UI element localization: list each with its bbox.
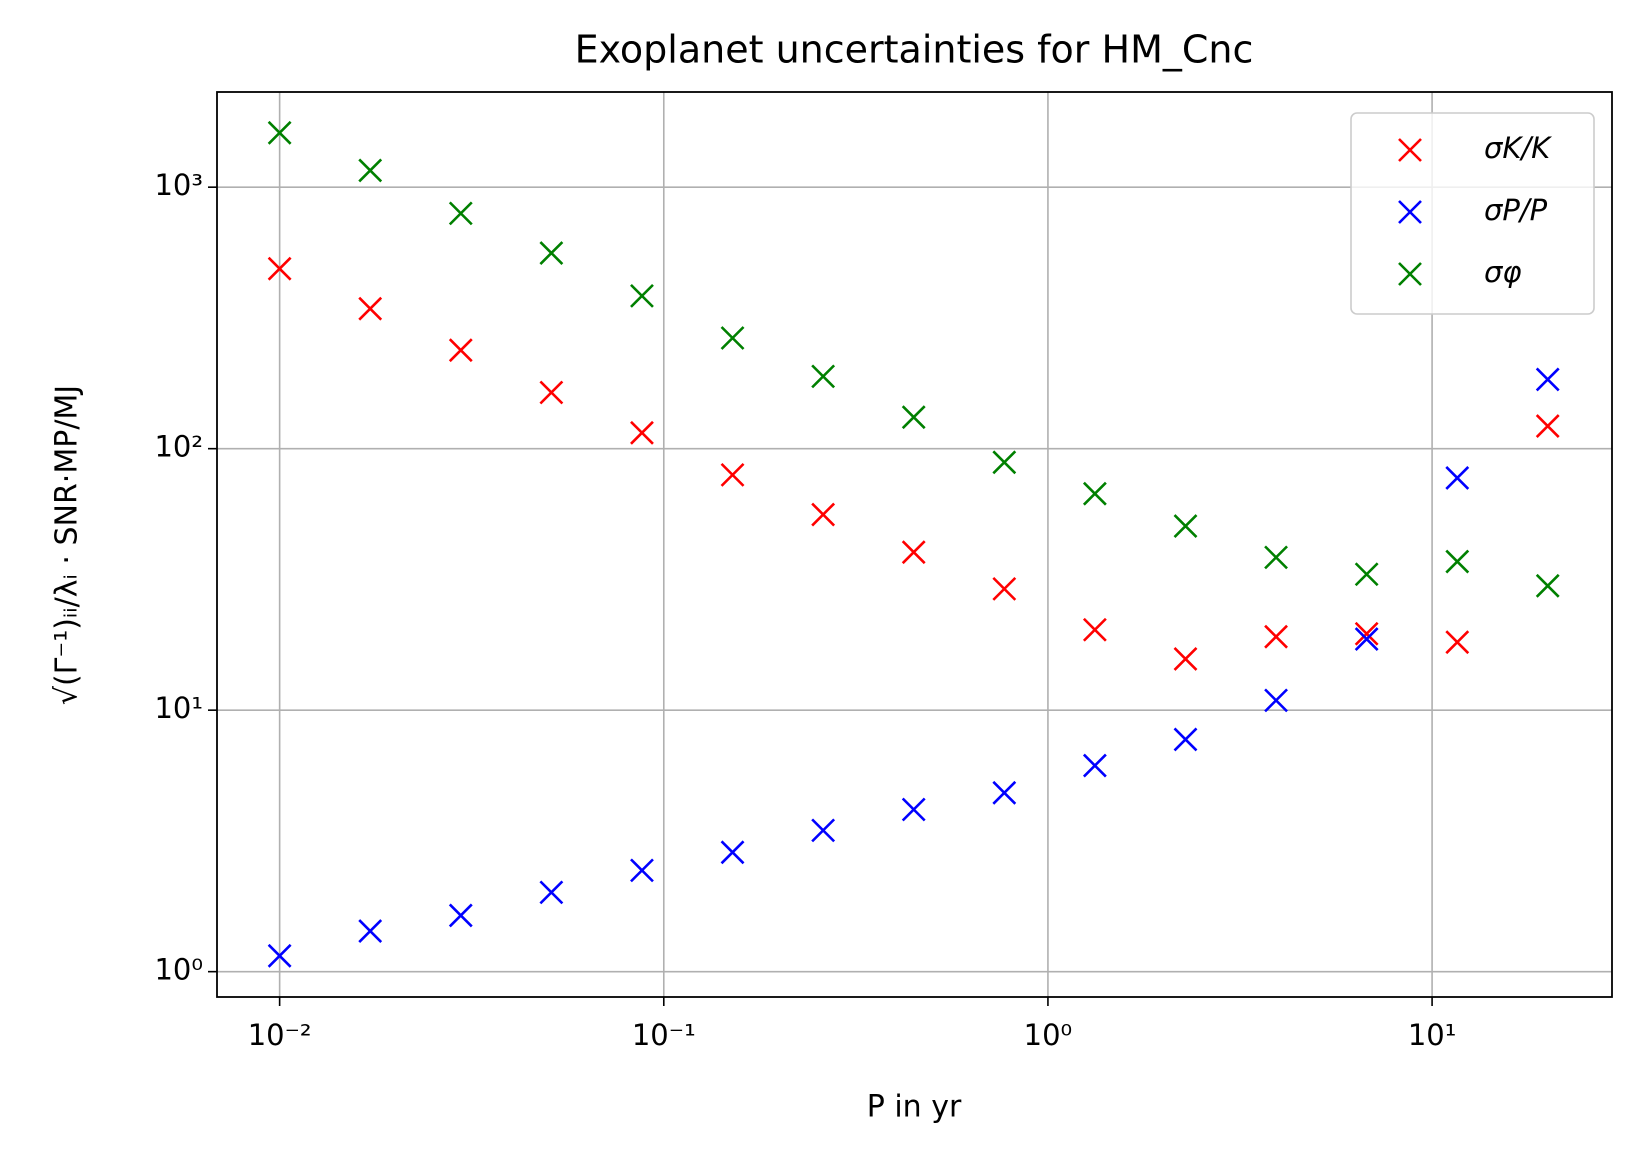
marker	[630, 283, 654, 308]
marker	[901, 797, 926, 822]
marker	[811, 502, 836, 527]
marker	[539, 241, 564, 265]
y-tick-label: 10²	[154, 430, 203, 464]
y-tick-label: 10⁰	[154, 953, 203, 987]
marker	[267, 256, 292, 281]
chart-title: Exoplanet uncertainties for HM_Cnc	[575, 28, 1254, 72]
marker	[1535, 367, 1560, 392]
marker	[1354, 562, 1379, 587]
y-axis-label: √(Γ⁻¹)ᵢᵢ/λᵢ · SNR·MP/MJ	[50, 385, 85, 705]
legend-marker	[1398, 138, 1422, 162]
y-tick-label: 10¹	[154, 691, 203, 725]
marker	[1445, 630, 1470, 655]
marker	[1082, 753, 1107, 778]
marker	[1535, 414, 1560, 439]
legend-label: σP/P	[1484, 193, 1548, 227]
marker	[1445, 549, 1470, 574]
marker	[720, 462, 745, 487]
legend-label: σφ	[1484, 255, 1522, 289]
marker	[1173, 727, 1198, 752]
legend-box	[1350, 112, 1595, 315]
marker	[1535, 573, 1560, 598]
marker	[811, 364, 836, 389]
legend-marker	[1398, 262, 1422, 286]
y-tick-label: 10³	[154, 168, 203, 202]
x-tick-label: 10⁻¹	[632, 1018, 696, 1052]
x-tick-label: 10⁰	[1024, 1018, 1073, 1052]
marker	[720, 326, 745, 350]
marker	[1264, 688, 1288, 713]
marker	[1082, 617, 1107, 642]
marker	[448, 338, 473, 363]
marker	[539, 380, 564, 405]
marker	[539, 880, 564, 905]
marker	[448, 201, 473, 226]
marker	[1354, 621, 1379, 646]
marker	[1173, 514, 1198, 538]
marker	[1082, 481, 1107, 506]
marker	[267, 120, 292, 145]
marker	[1264, 624, 1288, 649]
x-tick-label: 10¹	[1408, 1018, 1457, 1052]
marker	[630, 858, 654, 883]
marker	[358, 296, 383, 321]
marker	[1354, 627, 1379, 652]
x-tick-label: 10⁻²	[248, 1018, 312, 1052]
marker	[1173, 647, 1198, 671]
marker	[630, 420, 654, 445]
marker	[992, 576, 1017, 601]
marker	[811, 818, 836, 843]
marker	[901, 405, 926, 430]
plot-frame	[216, 91, 1613, 998]
marker	[448, 903, 473, 928]
marker	[358, 158, 383, 183]
marker	[1445, 465, 1470, 490]
legend-marker	[1398, 200, 1422, 224]
marker	[1264, 545, 1288, 570]
marker	[992, 450, 1017, 475]
marker	[901, 540, 926, 565]
x-axis-label: P in yr	[867, 1090, 962, 1125]
marker	[267, 943, 292, 968]
marker	[992, 780, 1017, 805]
legend-label: σK/K	[1484, 131, 1552, 165]
marker	[720, 840, 745, 865]
marker	[358, 919, 383, 943]
